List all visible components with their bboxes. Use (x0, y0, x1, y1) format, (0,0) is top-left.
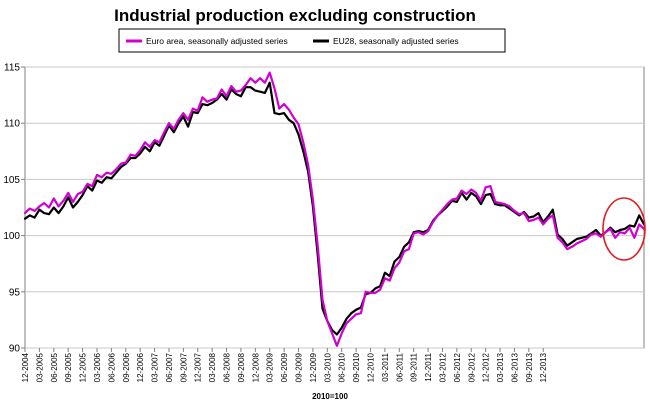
x-tick-label: 12-2012 (482, 352, 491, 382)
x-tick-label: 06-2013 (510, 352, 519, 382)
x-tick-label: 12-2009 (309, 352, 318, 382)
chart-title: Industrial production excluding construc… (114, 6, 476, 25)
x-tick-label: 03-2006 (93, 352, 102, 382)
x-tick-label: 09-2008 (237, 352, 246, 382)
legend-box (118, 28, 506, 53)
x-tick-label: 12-2006 (136, 352, 145, 382)
x-tick-label: 12-2007 (194, 352, 203, 382)
x-tick-label: 03-2010 (323, 352, 332, 382)
x-tick-label: 09-2012 (467, 352, 476, 382)
series-lines (23, 71, 646, 347)
x-tick-label: 06-2006 (107, 352, 116, 382)
legend-label-eu28: EU28, seasonally adjusted series (333, 36, 459, 46)
series-line-eu28 (23, 81, 646, 336)
y-tick-label: 115 (4, 63, 20, 74)
x-tick-label: 03-2012 (438, 352, 447, 382)
x-tick-label: 09-2009 (295, 352, 304, 382)
x-tick-label: 12-2004 (21, 352, 30, 382)
plot-border (24, 66, 645, 349)
x-axis: 12-2004 03-2005 06-2005 09-2005 12-2005 03-20… (21, 348, 548, 382)
y-axis: 90 95 100 105 110 115 (3, 63, 25, 355)
x-tick-label: 03-2013 (496, 352, 505, 382)
x-tick-label: 09-2010 (352, 352, 361, 382)
y-tick-label: 90 (9, 344, 21, 355)
x-tick-label: 03-2008 (208, 352, 217, 382)
x-tick-label: 06-2008 (223, 352, 232, 382)
x-tick-label: 06-2005 (50, 352, 59, 382)
y-tick-label: 100 (3, 231, 20, 242)
x-tick-label: 09-2006 (122, 352, 131, 382)
x-tick-label: 03-2005 (35, 352, 44, 382)
legend: Euro area, seasonally adjusted series EU… (118, 28, 506, 53)
x-tick-label: 12-2013 (539, 352, 548, 382)
x-tick-label: 09-2013 (525, 352, 534, 382)
x-tick-label: 06-2011 (395, 352, 404, 381)
y-tick-label: 105 (3, 175, 20, 186)
series-line-euro-area (23, 71, 646, 347)
x-tick-label: 12-2008 (251, 352, 260, 382)
x-tick-label: 06-2010 (338, 352, 347, 382)
highlight-circle (602, 197, 646, 261)
y-tick-label: 110 (4, 119, 20, 130)
legend-label-euro-area: Euro area, seasonally adjusted series (146, 36, 288, 46)
x-tick-label: 03-2007 (151, 352, 160, 382)
plot-area (24, 66, 645, 349)
grid-lines (25, 66, 644, 349)
x-tick-label: 09-2007 (179, 352, 188, 382)
x-tick-label: 12-2011 (424, 352, 433, 381)
x-tick-label: 12-2005 (79, 352, 88, 382)
x-tick-label: 03-2011 (381, 352, 390, 381)
x-tick-label: 09-2005 (64, 352, 73, 382)
y-tick-label: 95 (9, 287, 21, 298)
x-tick-label: 09-2011 (410, 352, 419, 381)
x-tick-label: 12-2010 (366, 352, 375, 382)
x-axis-label: 2010=100 (312, 392, 348, 401)
x-tick-label: 06-2009 (280, 352, 289, 382)
x-tick-label: 03-2009 (266, 352, 275, 382)
x-tick-label: 06-2012 (453, 352, 462, 382)
x-tick-label: 06-2007 (165, 352, 174, 382)
